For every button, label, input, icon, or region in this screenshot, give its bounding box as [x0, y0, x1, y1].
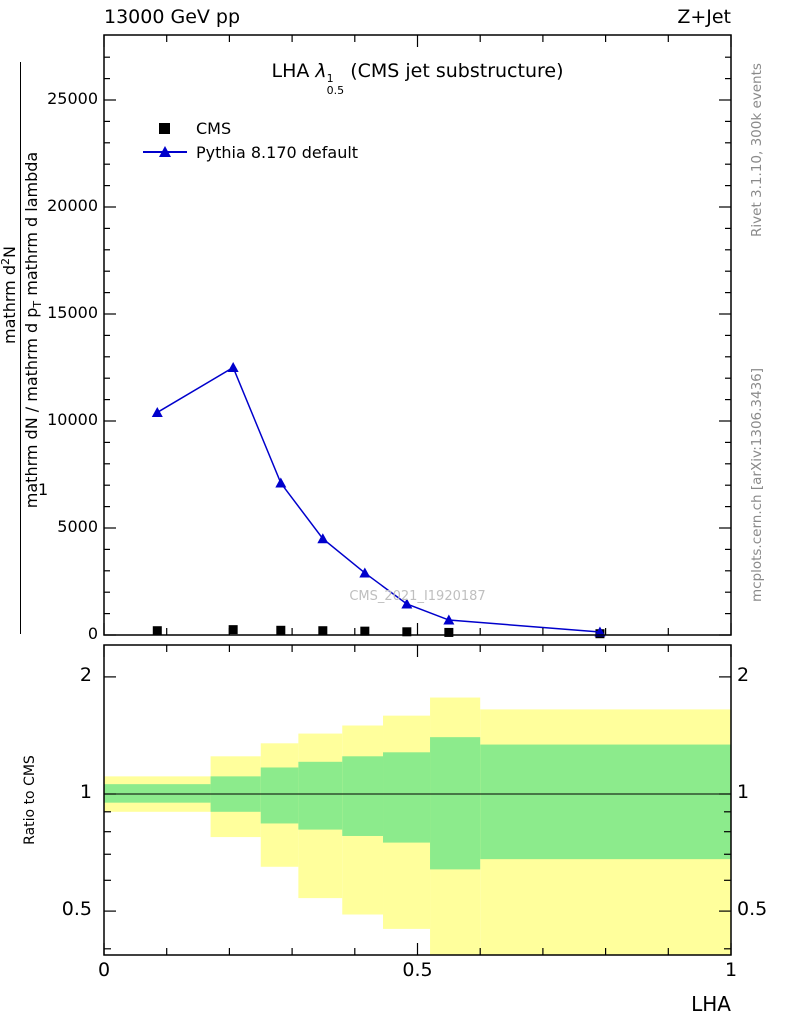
tick-label: 1 [79, 781, 92, 803]
tick-label: 0.5 [402, 959, 433, 981]
tick-label: 0.5 [737, 898, 768, 921]
tick-label: 25000 [47, 89, 98, 108]
pythia-triangle-line-marker-icon [143, 145, 187, 159]
legend-label-cms: CMS [196, 118, 232, 138]
tick-label: 10000 [47, 410, 98, 429]
tick-label: 15000 [47, 303, 98, 322]
tick-label: 0 [87, 624, 98, 643]
legend-item-cms: CMS [143, 116, 358, 140]
tick-label: 2 [737, 663, 750, 686]
tick-label: 0.5 [61, 898, 92, 921]
title-suffix: (CMS jet substructure) [350, 60, 564, 82]
cms-square-marker-icon [143, 121, 187, 135]
tick-label: 1 [724, 959, 738, 981]
tick-label: 5000 [57, 517, 98, 536]
tick-label: 1 [737, 781, 750, 803]
tick-label: 20000 [47, 196, 98, 215]
plot-title: LHA λ 1 0.5 (CMS jet substructure) [104, 60, 731, 96]
y-axis-label-fraction-bar [20, 62, 22, 634]
title-subscript: 0.5 [326, 83, 345, 97]
mcplots-reference-note: mcplots.cern.ch [arXiv:1306.3436] [749, 367, 765, 603]
legend-label-pythia: Pythia 8.170 default [196, 142, 359, 162]
watermark-analysis-id: CMS_2021_I1920187 [349, 589, 486, 604]
y-axis-label-one: 1 [38, 480, 49, 499]
beam-energy-label: 13000 GeV pp [104, 6, 241, 28]
legend: CMS Pythia 8.170 default [143, 116, 358, 164]
rivet-version-note: Rivet 3.1.10, 300k events [749, 63, 765, 237]
legend-item-pythia: Pythia 8.170 default [143, 140, 358, 164]
title-prefix: LHA [271, 60, 310, 82]
title-lambda: λ [315, 60, 327, 82]
tick-label: 2 [79, 663, 92, 686]
y-axis-label-numerator: mathrm d2N [0, 246, 20, 344]
x-axis-label: LHA [691, 992, 731, 1016]
title-superscript: 1 [326, 72, 334, 85]
process-label: Z+Jet [677, 6, 731, 28]
tick-label: 0 [97, 959, 111, 981]
